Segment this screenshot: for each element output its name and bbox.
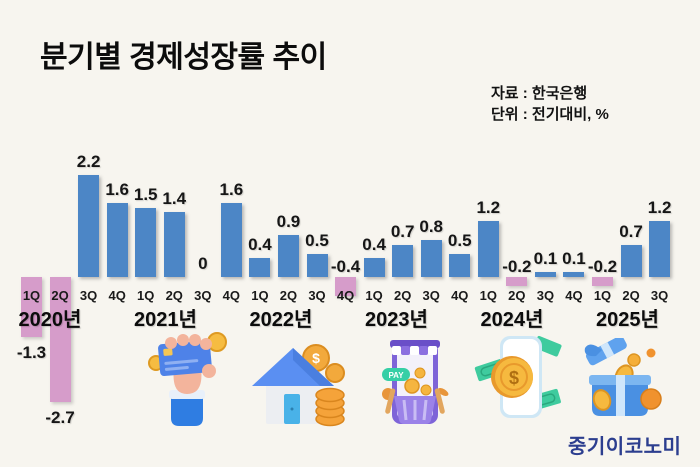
bar-2023년-1Q (363, 258, 385, 277)
bar-2021년-2Q (163, 212, 185, 277)
quarter-tick-2024년-1Q: 1Q (479, 288, 497, 303)
quarter-tick-2022년-4Q: 4Q (336, 288, 355, 303)
quarter-tick-2021년-1Q: 1Q (137, 288, 155, 303)
quarter-tick-2024년-4Q: 4Q (565, 288, 583, 303)
year-label-2024년: 2024년 (480, 309, 544, 331)
quarter-tick-2024년-2Q: 2Q (508, 288, 526, 303)
value-label-2024년-4Q: 0.1 (562, 249, 586, 268)
page-title: 분기별 경제성장률 추이 (40, 41, 327, 74)
gift-box-with-coins-icon (584, 338, 662, 416)
bar-2020년-3Q (78, 175, 100, 277)
quarter-tick-2022년-2Q: 2Q (279, 288, 298, 303)
value-label-2023년-1Q: 0.4 (362, 235, 386, 254)
bar-2020년-2Q (49, 277, 71, 402)
bar-2022년-4Q (335, 277, 357, 296)
quarter-tick-2021년-2Q: 2Q (165, 288, 183, 303)
quarter-tick-2023년-2Q: 2Q (393, 288, 412, 303)
value-label-2023년-4Q: 0.5 (447, 231, 472, 250)
quarter-tick-2020년-3Q: 3Q (79, 288, 98, 303)
publisher-logo: 중기이코노미 (568, 436, 682, 458)
quarter-tick-2023년-3Q: 3Q (422, 288, 440, 303)
bar-2022년-3Q (306, 254, 328, 277)
source-line: 자료 : 한국은행 (491, 85, 588, 102)
bar-2023년-4Q (449, 254, 471, 277)
bar-2022년-2Q (277, 235, 299, 277)
bar-2023년-2Q (392, 245, 414, 277)
value-label-2021년-1Q: 1.5 (133, 185, 158, 204)
value-label-2023년-3Q: 0.8 (419, 217, 443, 236)
phone-with-dollar-coin-icon: $ (474, 335, 562, 418)
quarter-tick-2024년-3Q: 3Q (536, 288, 555, 303)
quarter-tick-2023년-1Q: 1Q (365, 288, 383, 303)
bar-2024년-4Q (563, 272, 585, 277)
quarter-tick-2022년-1Q: 1Q (251, 288, 269, 303)
quarter-tick-2025년-2Q: 2Q (622, 288, 640, 303)
bar-2024년-1Q (477, 221, 499, 277)
quarter-tick-2025년-1Q: 1Q (593, 288, 612, 303)
bar-2025년-1Q (592, 277, 613, 286)
value-label-2021년-4Q: 1.6 (219, 180, 244, 199)
quarter-tick-2020년-4Q: 4Q (108, 288, 126, 303)
value-label-2025년-2Q: 0.7 (619, 222, 643, 241)
year-label-2020년: 2020년 (18, 309, 82, 331)
bar-2025년-2Q (620, 245, 642, 277)
bar-2021년-4Q (220, 203, 242, 277)
quarter-tick-2025년-3Q: 3Q (650, 288, 669, 303)
year-label-2021년: 2021년 (134, 309, 197, 331)
value-label-2024년-3Q: 0.1 (533, 249, 558, 268)
quarter-tick-2020년-2Q: 2Q (51, 288, 69, 303)
value-label-2023년-2Q: 0.7 (390, 222, 415, 241)
year-label-2023년: 2023년 (365, 309, 428, 331)
bar-2023년-3Q (420, 240, 442, 277)
quarter-tick-2023년-4Q: 4Q (451, 288, 469, 303)
bar-2025년-3Q (649, 221, 671, 277)
bar-2024년-3Q (534, 272, 556, 277)
quarter-tick-2022년-3Q: 3Q (308, 288, 326, 303)
quarter-tick-2020년-1Q: 1Q (22, 288, 41, 303)
value-label-2025년-3Q: 1.2 (647, 198, 672, 217)
bar-2020년-1Q (21, 277, 42, 337)
house-with-coins-icon: $ (252, 344, 345, 427)
source-note: 자료 : 한국은행 단위 : 전기대비, % (491, 83, 609, 125)
year-label-2022년: 2022년 (249, 309, 313, 331)
value-label-2021년-3Q: 0 (198, 254, 208, 273)
dollar-coin-symbol: $ (509, 368, 519, 388)
bar-2022년-1Q (249, 258, 271, 277)
unit-line: 단위 : 전기대비, % (491, 106, 609, 123)
bar-2024년-2Q (506, 277, 528, 286)
value-label-2024년-1Q: 1.2 (476, 198, 501, 217)
year-label-2025년: 2025년 (596, 309, 659, 331)
mobile-pay-shopping-basket-icon: PAY (382, 340, 449, 424)
value-label-2024년-2Q: -0.2 (502, 257, 532, 276)
value-label-2020년-3Q: 2.2 (76, 152, 101, 171)
value-label-2025년-1Q: -0.2 (587, 257, 618, 276)
hand-holding-credit-card-icon (148, 332, 227, 426)
value-label-2022년-1Q: 0.4 (248, 235, 272, 254)
value-label-2020년-4Q: 1.6 (105, 180, 129, 199)
quarter-tick-2021년-4Q: 4Q (222, 288, 241, 303)
quarter-tick-2021년-3Q: 3Q (194, 288, 212, 303)
dollar-coin-symbol: $ (312, 350, 320, 366)
value-label-2022년-2Q: 0.9 (276, 212, 301, 231)
value-label-2022년-3Q: 0.5 (305, 231, 329, 250)
value-label-2020년-1Q: -1.3 (16, 343, 47, 362)
value-label-2022년-4Q: -0.4 (330, 257, 361, 276)
bar-2021년-1Q (135, 208, 157, 277)
value-label-2021년-2Q: 1.4 (162, 189, 187, 208)
pay-button-label: PAY (388, 371, 404, 380)
value-label-2020년-2Q: -2.7 (45, 408, 75, 427)
bar-2020년-4Q (106, 203, 128, 277)
